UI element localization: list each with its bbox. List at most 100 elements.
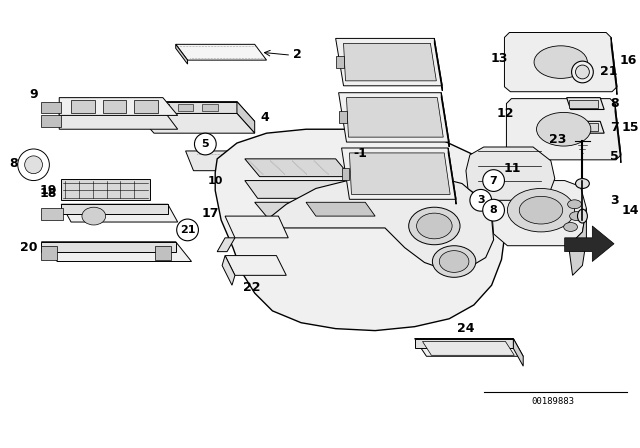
Polygon shape (335, 56, 344, 68)
Ellipse shape (575, 179, 589, 189)
Text: 22: 22 (243, 281, 260, 294)
Text: 00189883: 00189883 (531, 397, 574, 406)
Text: 5: 5 (610, 151, 619, 164)
Text: 4: 4 (260, 111, 269, 124)
Text: 9: 9 (29, 88, 38, 101)
Polygon shape (61, 204, 168, 214)
Polygon shape (136, 113, 255, 133)
Polygon shape (42, 242, 191, 262)
Text: 21: 21 (180, 225, 195, 235)
Polygon shape (225, 216, 288, 238)
Ellipse shape (570, 211, 584, 220)
Polygon shape (155, 246, 171, 259)
Ellipse shape (519, 196, 563, 224)
Polygon shape (186, 151, 249, 171)
Text: 16: 16 (620, 54, 637, 67)
Polygon shape (222, 256, 235, 285)
Polygon shape (615, 103, 621, 163)
Polygon shape (60, 98, 178, 116)
Ellipse shape (433, 246, 476, 277)
Polygon shape (415, 339, 513, 349)
Polygon shape (102, 99, 126, 113)
Polygon shape (349, 153, 450, 194)
Ellipse shape (575, 65, 589, 79)
Polygon shape (245, 159, 351, 177)
Polygon shape (217, 238, 235, 252)
Polygon shape (346, 98, 444, 137)
Polygon shape (176, 44, 266, 60)
Polygon shape (42, 242, 176, 252)
Ellipse shape (536, 112, 591, 146)
Polygon shape (215, 129, 506, 331)
Polygon shape (339, 93, 449, 142)
Text: 15: 15 (622, 121, 639, 134)
Text: 18: 18 (40, 187, 57, 200)
Polygon shape (568, 123, 598, 131)
Text: 8: 8 (9, 157, 18, 170)
Polygon shape (342, 168, 349, 180)
Polygon shape (237, 102, 255, 133)
Text: 3: 3 (477, 195, 484, 205)
Polygon shape (564, 226, 614, 262)
Text: 14: 14 (622, 204, 639, 217)
Text: 7: 7 (490, 176, 497, 185)
Text: 24: 24 (457, 322, 475, 335)
Polygon shape (42, 208, 63, 220)
Polygon shape (71, 99, 95, 113)
Polygon shape (42, 246, 57, 259)
Polygon shape (504, 33, 617, 92)
Polygon shape (42, 102, 61, 113)
Polygon shape (611, 38, 617, 95)
Text: 8: 8 (490, 205, 497, 215)
Polygon shape (344, 43, 436, 81)
Text: 10: 10 (207, 176, 223, 185)
Polygon shape (566, 121, 604, 133)
Polygon shape (435, 39, 442, 91)
Circle shape (483, 170, 504, 191)
Text: 21: 21 (600, 65, 618, 78)
Polygon shape (415, 339, 524, 356)
Polygon shape (306, 202, 375, 216)
Polygon shape (441, 93, 449, 147)
Polygon shape (339, 112, 346, 123)
Polygon shape (566, 98, 604, 109)
Polygon shape (335, 39, 442, 86)
Polygon shape (61, 204, 178, 222)
Text: -1: -1 (353, 147, 367, 160)
Polygon shape (448, 148, 456, 204)
Text: 3: 3 (610, 194, 619, 207)
Text: 7: 7 (610, 121, 619, 134)
Ellipse shape (508, 189, 575, 232)
Text: 5: 5 (202, 139, 209, 149)
Polygon shape (342, 148, 456, 199)
Polygon shape (134, 99, 158, 113)
Text: 23: 23 (549, 133, 566, 146)
Ellipse shape (25, 156, 42, 174)
Circle shape (195, 133, 216, 155)
Ellipse shape (534, 46, 588, 78)
Polygon shape (136, 102, 255, 121)
Polygon shape (178, 103, 193, 112)
Polygon shape (492, 181, 586, 246)
Text: 19: 19 (40, 184, 57, 197)
Polygon shape (255, 202, 385, 220)
Ellipse shape (409, 207, 460, 245)
Circle shape (483, 199, 504, 221)
Circle shape (177, 219, 198, 241)
Ellipse shape (577, 209, 588, 223)
Polygon shape (176, 44, 188, 64)
Text: 13: 13 (491, 52, 508, 65)
Polygon shape (466, 147, 555, 200)
Circle shape (470, 190, 492, 211)
Ellipse shape (568, 200, 582, 209)
Ellipse shape (572, 61, 593, 83)
Polygon shape (153, 103, 169, 112)
Ellipse shape (82, 207, 106, 225)
Polygon shape (61, 179, 150, 200)
Polygon shape (568, 99, 598, 108)
Polygon shape (422, 341, 515, 355)
Polygon shape (136, 102, 237, 113)
Ellipse shape (18, 149, 49, 181)
Polygon shape (568, 208, 586, 276)
Ellipse shape (439, 250, 469, 272)
